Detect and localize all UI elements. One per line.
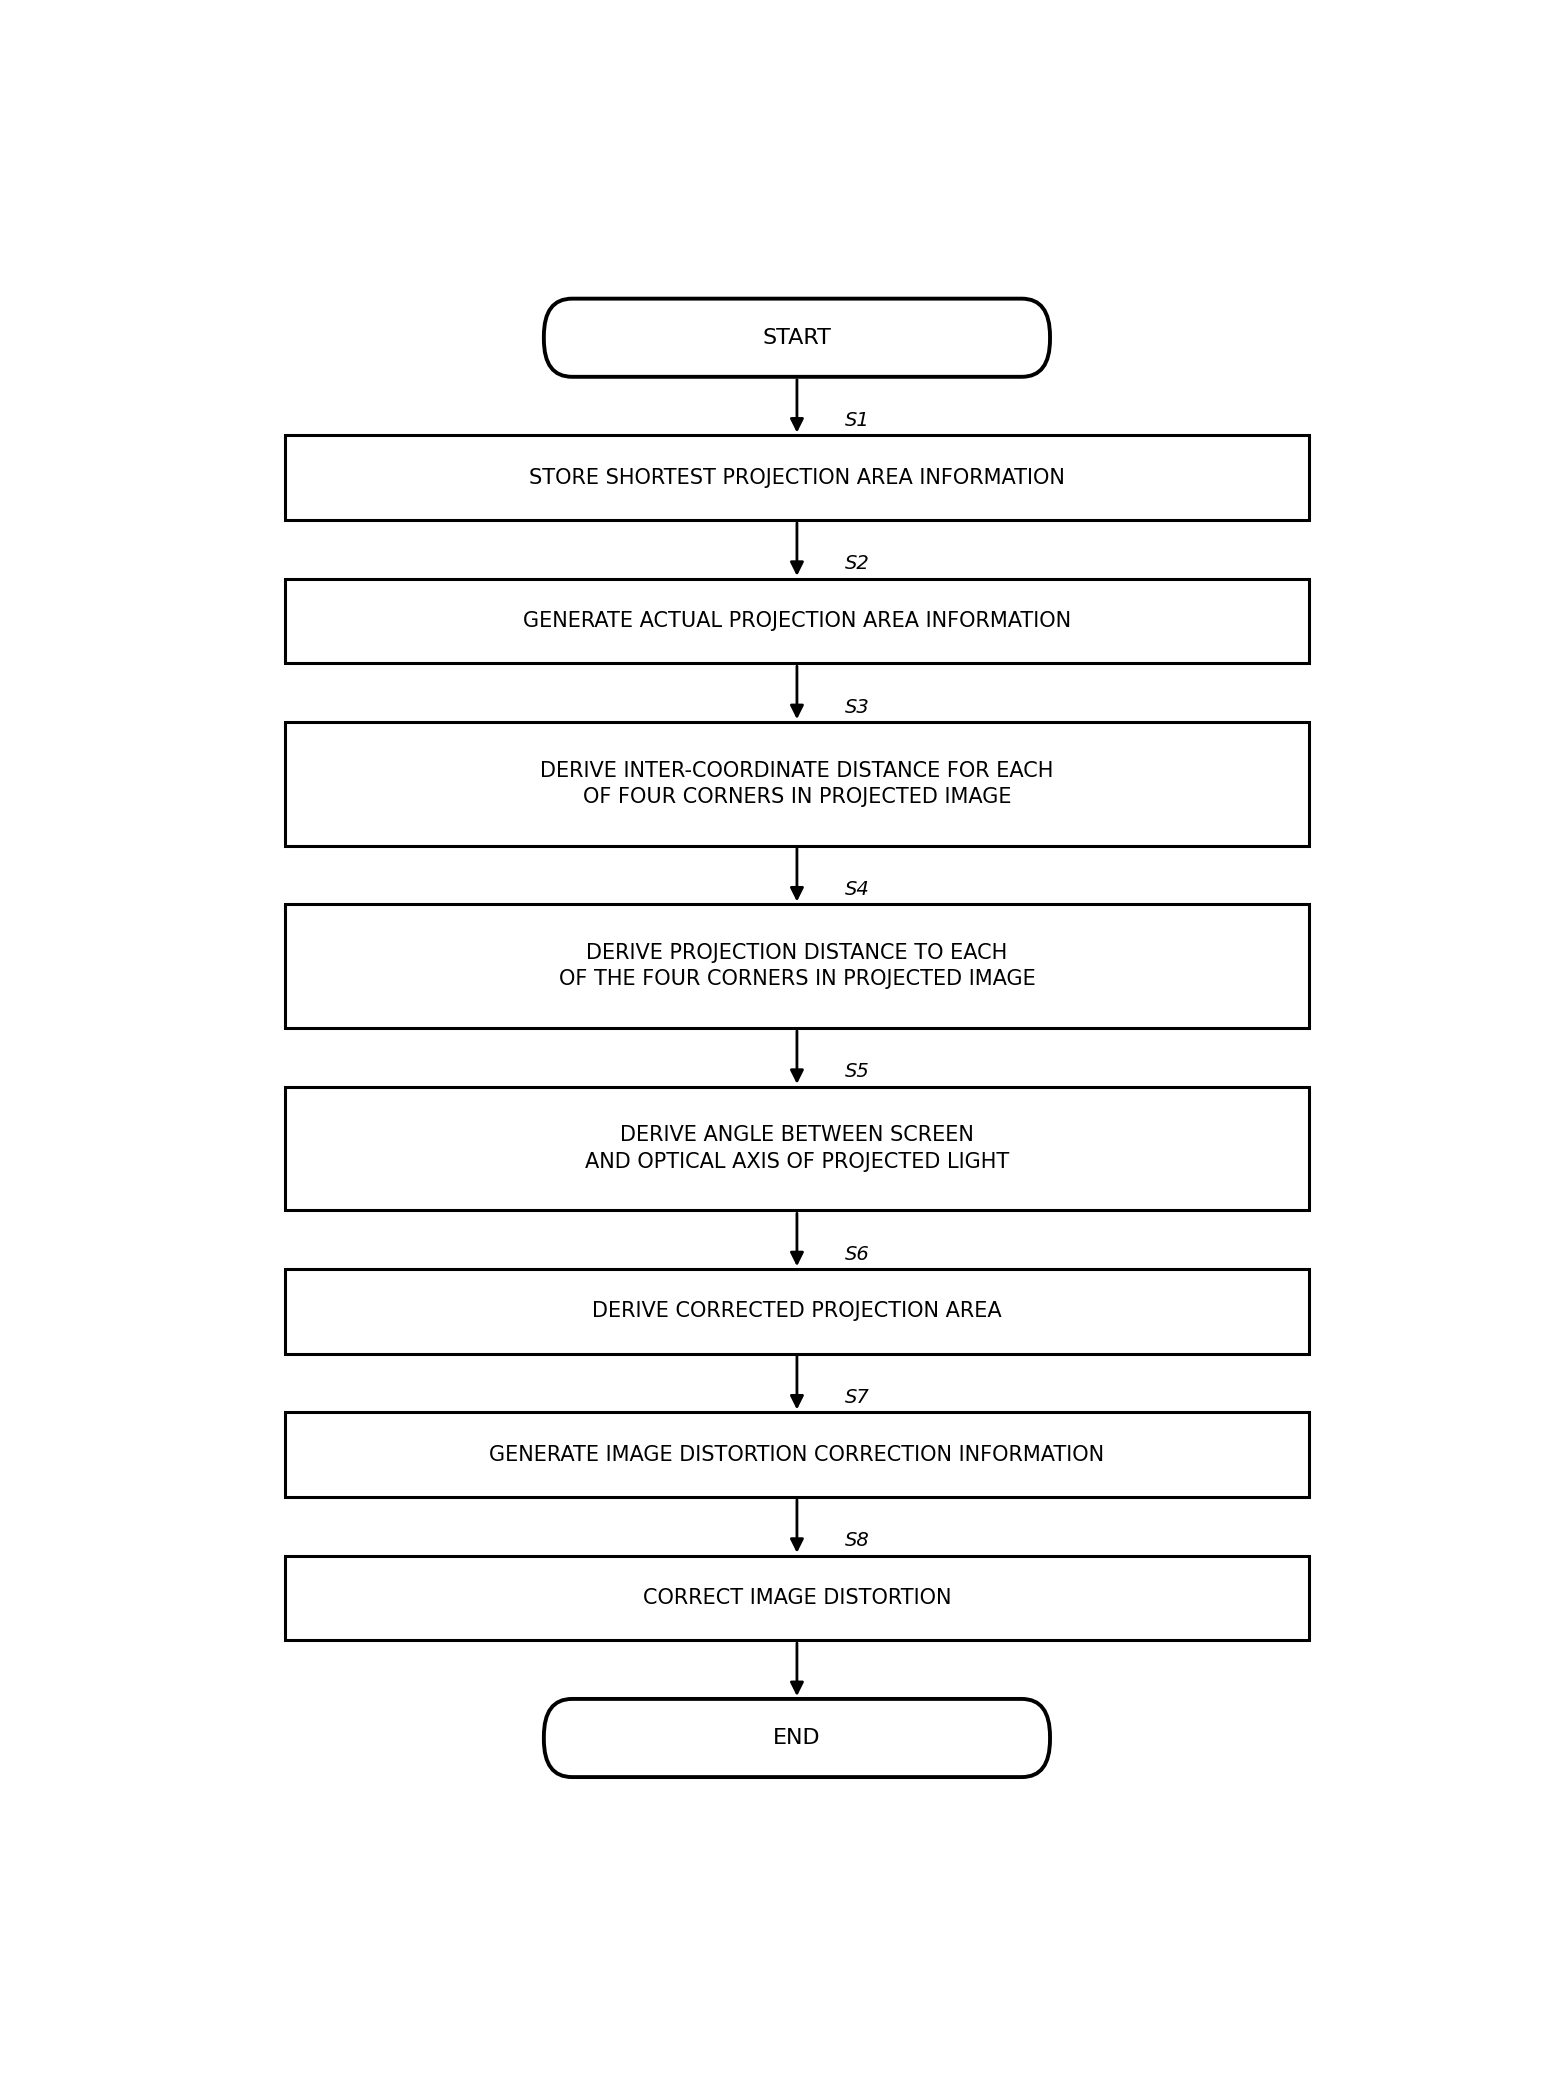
Bar (285, 436, 1309, 520)
Text: S3: S3 (846, 697, 869, 716)
Bar (285, 1087, 1309, 1210)
Text: S5: S5 (846, 1062, 869, 1081)
FancyBboxPatch shape (544, 298, 1050, 378)
Bar (285, 578, 1309, 664)
Text: GENERATE IMAGE DISTORTION CORRECTION INFORMATION: GENERATE IMAGE DISTORTION CORRECTION INF… (490, 1444, 1104, 1465)
Text: S4: S4 (846, 881, 869, 899)
Bar (285, 1269, 1309, 1354)
Text: CORRECT IMAGE DISTORTION: CORRECT IMAGE DISTORTION (642, 1588, 952, 1607)
Text: S8: S8 (846, 1532, 869, 1551)
Text: DERIVE INTER-COORDINATE DISTANCE FOR EACH
OF FOUR CORNERS IN PROJECTED IMAGE: DERIVE INTER-COORDINATE DISTANCE FOR EAC… (540, 760, 1054, 808)
Text: S2: S2 (846, 555, 869, 574)
Text: DERIVE PROJECTION DISTANCE TO EACH
OF THE FOUR CORNERS IN PROJECTED IMAGE: DERIVE PROJECTION DISTANCE TO EACH OF TH… (558, 943, 1036, 989)
Text: END: END (773, 1728, 821, 1749)
Bar (285, 904, 1309, 1029)
Text: DERIVE CORRECTED PROJECTION AREA: DERIVE CORRECTED PROJECTION AREA (592, 1302, 1001, 1321)
Text: DERIVE ANGLE BETWEEN SCREEN
AND OPTICAL AXIS OF PROJECTED LIGHT: DERIVE ANGLE BETWEEN SCREEN AND OPTICAL … (585, 1125, 1009, 1171)
Text: S1: S1 (846, 411, 869, 430)
Bar (285, 1555, 1309, 1640)
Text: START: START (762, 328, 832, 349)
Bar (285, 1413, 1309, 1496)
Bar (285, 722, 1309, 845)
Text: S7: S7 (846, 1388, 869, 1407)
Text: GENERATE ACTUAL PROJECTION AREA INFORMATION: GENERATE ACTUAL PROJECTION AREA INFORMAT… (522, 611, 1071, 630)
Text: STORE SHORTEST PROJECTION AREA INFORMATION: STORE SHORTEST PROJECTION AREA INFORMATI… (529, 467, 1065, 488)
Text: S6: S6 (846, 1244, 869, 1265)
FancyBboxPatch shape (544, 1699, 1050, 1776)
